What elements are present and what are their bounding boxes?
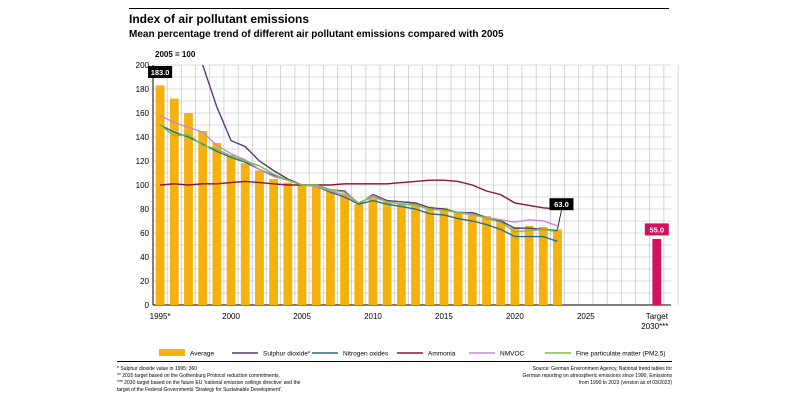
line-ammonia [160,179,558,210]
y-tick-label: 100 [136,181,150,190]
bar-average [184,113,193,305]
label-start-box [148,66,173,78]
y-tick-label: 80 [140,205,149,214]
bar-average [411,204,420,305]
bar-average [297,185,307,305]
y-axis-label: 2005 = 100 [155,50,196,59]
bar-average [269,179,279,305]
bar-average [538,227,548,305]
bar-average [396,203,406,305]
legend-label-sulphur: Sulphur dioxide* [263,351,311,358]
legend-label-average: Average [190,351,214,358]
legend-label-ammonia: Ammonia [428,351,456,358]
label-start: 183.0 [151,68,170,77]
legend-label-nmvoc: NMVOC [500,351,525,358]
y-tick-label: 0 [145,301,150,310]
y-tick-label: 140 [136,133,150,142]
bar-average [325,189,335,305]
bar-average [354,204,364,305]
x-tick-label: 2010 [364,312,382,321]
line-nitrogen [159,124,558,243]
chart-subtitle: Mean percentage trend of different air p… [129,29,504,40]
bar-average [155,85,165,306]
footnote-3: *** 2030 target based on the future EU '… [117,380,301,386]
bar-average [482,216,491,305]
y-tick-label: 180 [136,85,150,94]
label-target: 55.0 [650,225,665,234]
bar-target [652,239,662,305]
legend-swatch-average [159,349,185,356]
x-tick-label: 2000 [222,312,240,321]
bar-average [425,206,435,305]
y-tick-label: 60 [140,229,149,238]
bar-average [340,193,349,305]
chart-title: Index of air pollutant emissions [129,12,310,26]
bar-average [255,170,264,305]
bar-average [240,163,250,305]
bar-average [467,212,477,305]
label-end-leader [557,210,562,230]
x-tick-label-target: Target [646,312,669,321]
source-line-3: from 1990 to 2023 (version as of 03/2023… [578,380,672,386]
x-tick-label: 1995* [150,312,171,321]
label-end: 63.0 [554,200,569,209]
footnote-1: * Sulphur dioxide value in 1995: 360 [117,366,198,372]
x-tick-label: 2015 [435,312,453,321]
footnote-separator [117,361,672,362]
bar-average [212,143,222,305]
bar-average [524,225,534,305]
x-tick-label: 2025 [577,312,595,321]
title-rule [129,8,669,9]
bar-average [553,229,562,305]
line-pm25 [159,124,558,233]
x-tick-label: 2020 [506,312,524,321]
bar-average [368,198,378,305]
source-line-1: Source: German Environment Agency, Natio… [532,366,672,372]
label-target-box [644,223,669,236]
bar-average [311,186,321,305]
bar-average [496,219,506,305]
footnotes-left: * Sulphur dioxide value in 1995: 360 ** … [117,366,447,394]
bar-average [453,211,463,305]
y-tick-label: 200 [136,61,150,70]
label-end-box [549,198,574,211]
x-tick-label: 2005 [293,312,311,321]
legend-label-pm25: Fine particulate matter (PM2.5) [576,351,666,358]
y-tick-label: 160 [136,109,150,118]
bar-average [510,227,520,305]
source-note: Source: German Environment Agency, Natio… [490,366,672,387]
footnote-2: ** 2020 target based on the Gothenburg P… [117,373,280,379]
bar-average [283,182,293,305]
bar-average [226,155,236,305]
bar-average [169,98,179,305]
x-tick-label-target-year: 2030*** [641,322,668,331]
y-tick-label: 40 [140,253,149,262]
y-tick-label: 120 [136,157,150,166]
y-tick-label: 20 [140,277,149,286]
bar-average [439,207,449,305]
source-line-2: German reporting on atmospheric emission… [522,373,672,379]
bar-average [382,201,392,305]
legend-label-nitrogen: Nitrogen oxides [343,351,389,358]
bar-average [198,131,208,305]
footnote-4: target of the Federal Governments 'Strat… [117,387,283,393]
